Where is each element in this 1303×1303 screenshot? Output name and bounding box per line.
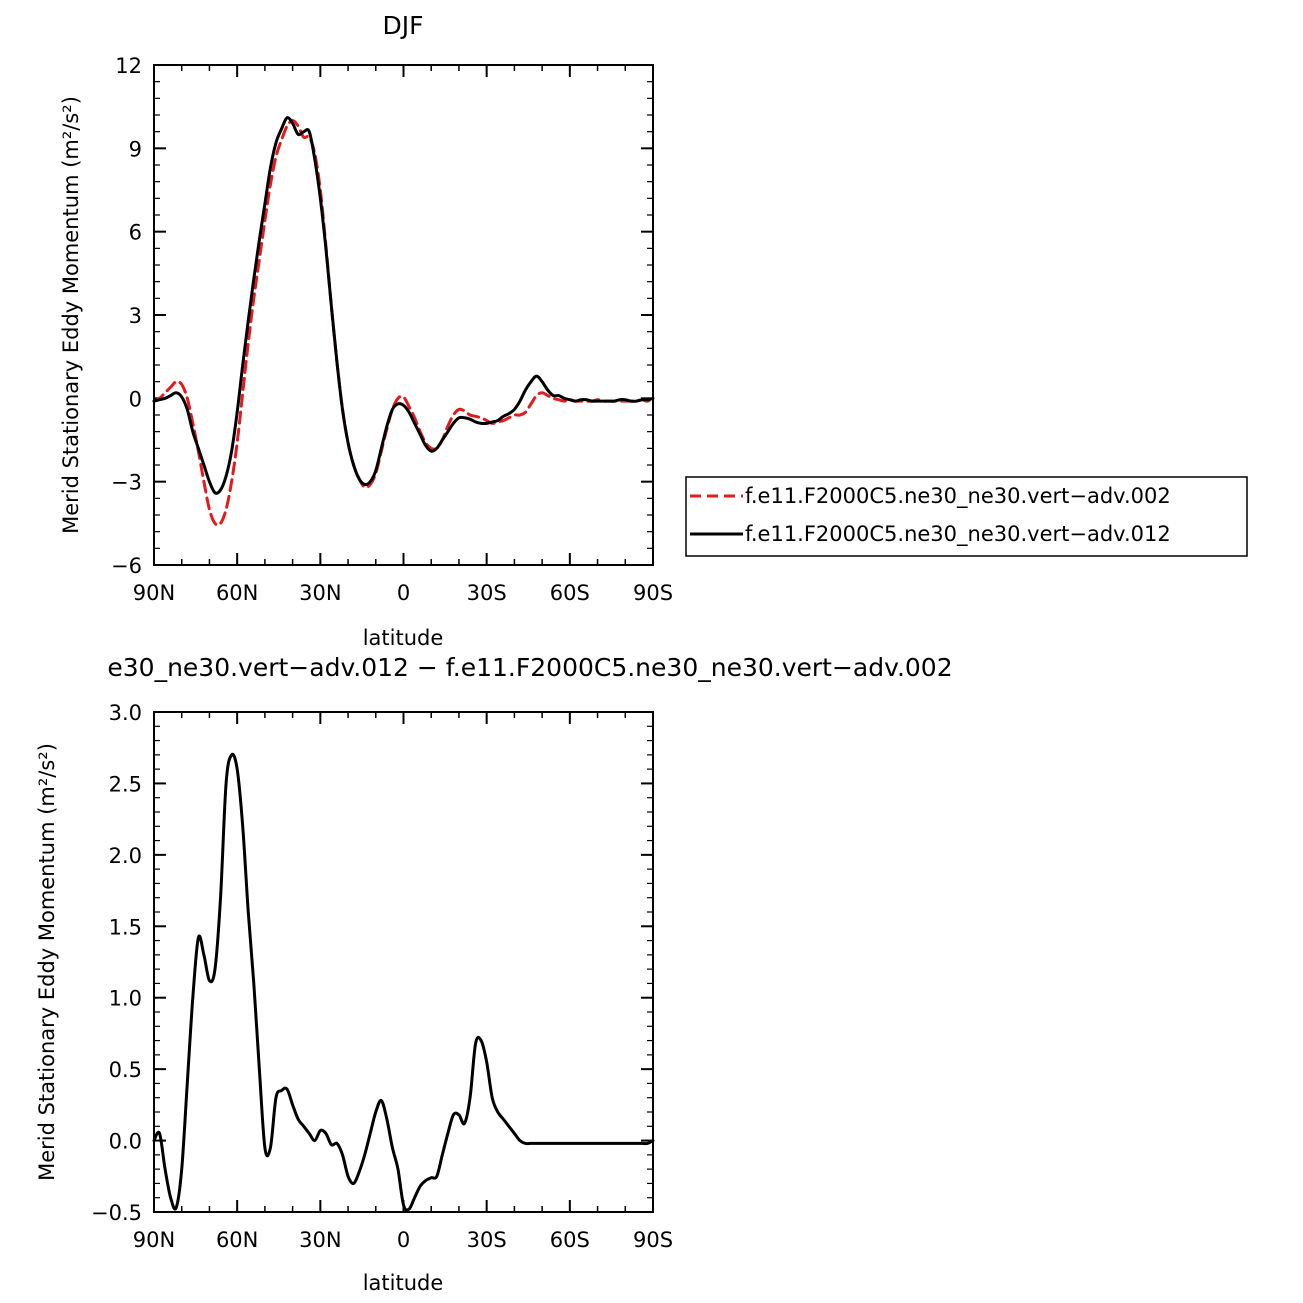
bottom-x-tick-label: 90N — [133, 1228, 175, 1252]
top-y-tick-label: 0 — [129, 387, 142, 411]
bottom-chart-ylabel: Merid Stationary Eddy Momentum (m²/s²) — [35, 743, 59, 1181]
top-chart-ylabel: Merid Stationary Eddy Momentum (m²/s²) — [59, 96, 83, 534]
bottom-series-line-1 — [152, 752, 655, 1212]
top-y-tick-label: 9 — [129, 137, 142, 161]
top-x-tick-label: 60N — [216, 581, 258, 605]
bottom-chart-xlabel: latitude — [363, 1271, 444, 1295]
top-y-tick-label: 6 — [129, 221, 142, 245]
legend-box — [685, 476, 1248, 557]
top-x-tick-label: 90N — [133, 581, 175, 605]
legend-label-series-1: f.e11.F2000C5.ne30_ne30.vert−adv.002 — [745, 484, 1171, 509]
bottom-y-tick-label: 1.0 — [109, 987, 142, 1011]
bottom-chart-title: e30_ne30.vert−adv.012 − f.e11.F2000C5.ne… — [107, 653, 952, 682]
top-plot-frame — [153, 64, 654, 566]
bottom-x-tick-label: 90S — [633, 1228, 673, 1252]
bottom-y-tick-label: 0.0 — [109, 1130, 142, 1154]
top-y-tick-label: −6 — [111, 554, 142, 578]
top-y-tick-label: 3 — [129, 304, 142, 328]
top-chart-xlabel: latitude — [363, 626, 444, 650]
top-x-tick-label: 30N — [299, 581, 341, 605]
top-y-tick-label: 12 — [115, 54, 142, 78]
bottom-plot-frame — [153, 711, 654, 1213]
bottom-x-tick-label: 0 — [397, 1228, 410, 1252]
legend-label-series-2: f.e11.F2000C5.ne30_ne30.vert−adv.012 — [745, 522, 1171, 547]
top-chart: DJF latitude Merid Stationary Eddy Momen… — [59, 11, 1248, 650]
bottom-y-tick-label: 2.5 — [109, 772, 142, 796]
top-x-tick-label: 0 — [397, 581, 410, 605]
bottom-x-tick-label: 30N — [299, 1228, 341, 1252]
top-x-tick-label: 90S — [633, 581, 673, 605]
bottom-y-tick-label: 2.0 — [109, 844, 142, 868]
bottom-x-tick-label: 60S — [550, 1228, 590, 1252]
top-x-tick-label: 60S — [550, 581, 590, 605]
bottom-x-tick-label: 30S — [467, 1228, 507, 1252]
bottom-y-tick-label: 1.5 — [109, 915, 142, 939]
bottom-y-tick-label: 0.5 — [109, 1058, 142, 1082]
top-y-tick-label: −3 — [111, 471, 142, 495]
top-legend: f.e11.F2000C5.ne30_ne30.vert−adv.002 f.e… — [685, 476, 1248, 557]
bottom-chart: e30_ne30.vert−adv.012 − f.e11.F2000C5.ne… — [35, 653, 953, 1295]
top-series-line-2 — [152, 116, 655, 495]
top-chart-title: DJF — [382, 11, 423, 40]
bottom-y-tick-label: 3.0 — [109, 701, 142, 725]
top-x-tick-label: 30S — [467, 581, 507, 605]
bottom-x-tick-label: 60N — [216, 1228, 258, 1252]
bottom-y-tick-label: −0.5 — [91, 1201, 142, 1225]
